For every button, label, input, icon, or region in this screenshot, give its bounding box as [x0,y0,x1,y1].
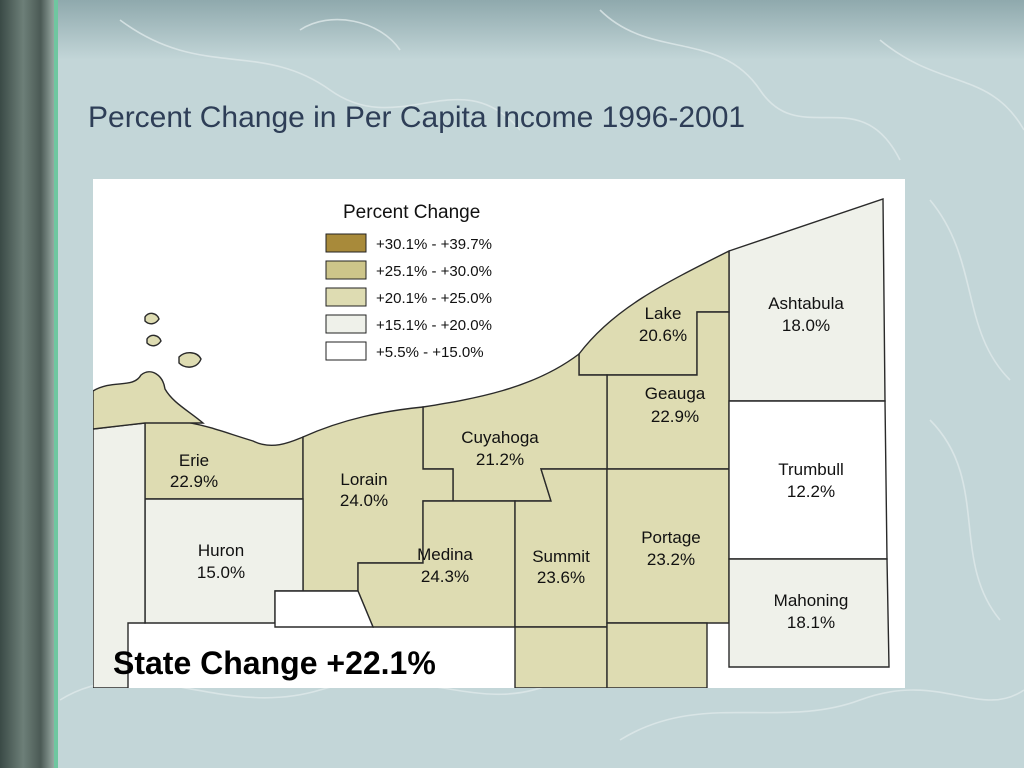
slide-title: Percent Change in Per Capita Income 1996… [88,101,746,134]
county-value-summit: 23.6% [537,568,585,587]
legend-swatch-0 [325,233,367,253]
state-change-label: State Change +22.1% [113,645,436,681]
county-value-portage: 23.2% [647,550,695,569]
legend-swatch-1 [325,260,367,280]
county-name-lorain: Lorain [340,470,387,489]
county-trumbull [728,400,888,560]
island-3 [144,312,160,325]
county-value-cuyahoga: 21.2% [476,450,524,469]
legend-label-3: +15.1% - +20.0% [376,317,492,334]
county-value-ashtabula: 18.0% [782,316,830,335]
county-unlabeled-south-3 [606,622,708,688]
legend-label-2: +20.1% - +25.0% [376,290,492,307]
legend-label-4: +5.5% - +15.0% [376,344,484,361]
legend-swatch-4 [325,341,367,361]
county-value-huron: 15.0% [197,563,245,582]
county-name-trumbull: Trumbull [778,460,844,479]
county-name-mahoning: Mahoning [774,591,849,610]
county-name-geauga: Geauga [645,384,706,403]
county-value-erie: 22.9% [170,472,218,491]
legend-swatch-2 [325,287,367,307]
county-unlabeled-south [274,590,375,628]
county-unlabeled-south-2 [514,626,608,688]
county-erie [144,419,304,500]
county-name-medina: Medina [417,545,473,564]
legend-swatch-3 [325,314,367,334]
county-value-trumbull: 12.2% [787,482,835,501]
county-name-portage: Portage [641,528,701,547]
county-name-huron: Huron [198,541,244,560]
county-name-summit: Summit [532,547,590,566]
county-name-lake: Lake [645,304,682,323]
county-value-medina: 24.3% [421,567,469,586]
legend: Percent Change +30.1% - +39.7% +25.1% - +… [325,202,492,361]
choropleth-map: Percent Change +30.1% - +39.7% +25.1% - +… [93,179,905,688]
county-value-geauga: 22.9% [651,407,699,426]
county-value-lorain: 24.0% [340,491,388,510]
left-decorative-strip [0,0,58,768]
legend-label-0: +30.1% - +39.7% [376,236,492,253]
island-2 [146,334,162,347]
county-mahoning [728,558,890,668]
county-value-lake: 20.6% [639,326,687,345]
county-value-mahoning: 18.1% [787,613,835,632]
marblehead-peninsula [93,371,205,430]
island-1 [178,352,202,368]
legend-title: Percent Change [343,202,480,223]
county-name-ashtabula: Ashtabula [768,294,844,313]
county-name-erie: Erie [179,451,209,470]
legend-label-1: +25.1% - +30.0% [376,263,492,280]
county-name-cuyahoga: Cuyahoga [461,428,539,447]
header-band [0,0,1024,60]
